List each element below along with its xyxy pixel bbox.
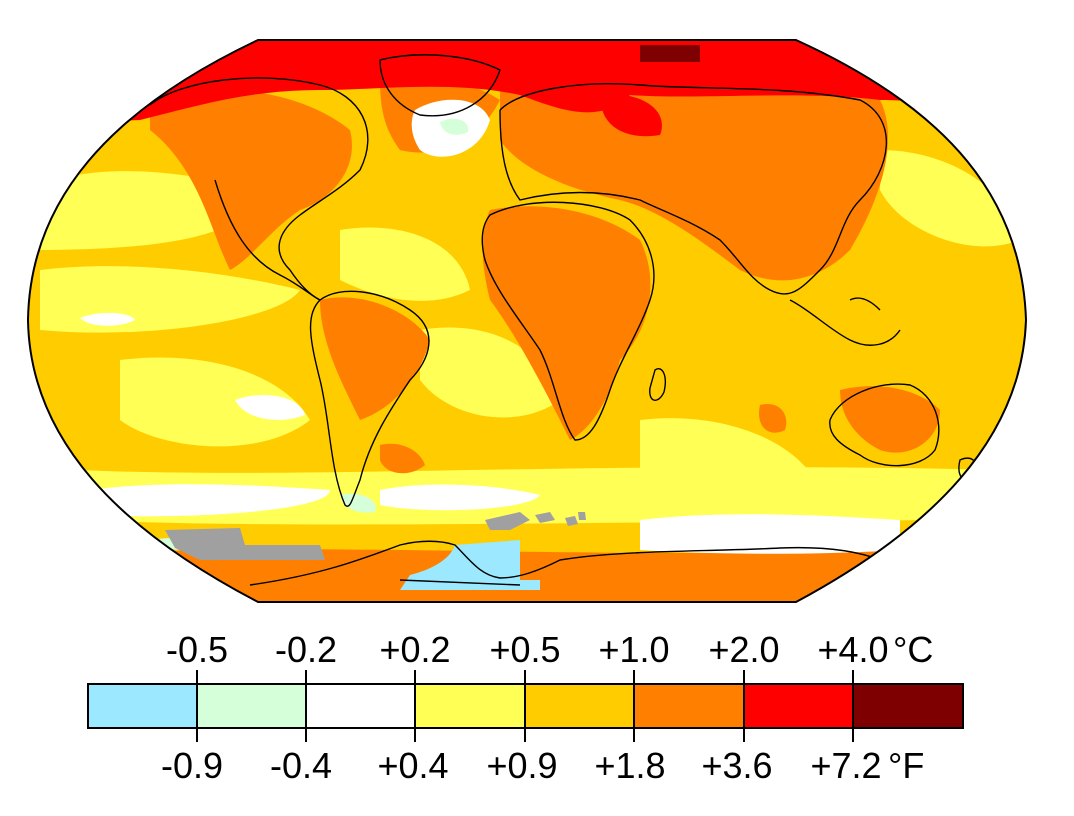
white-south-pacific [235, 395, 305, 420]
white-southern-ocean-west [90, 484, 330, 517]
white-southern-ocean-east [640, 514, 900, 554]
red-siberia-patch [600, 94, 662, 137]
yellow-band-atlantic [340, 227, 470, 301]
nodata-antarctic-mid [485, 512, 530, 530]
coast-central-america [214, 179, 321, 301]
coast-indonesia [789, 297, 901, 346]
coast-north-america [149, 77, 369, 301]
coast-antarctica [249, 540, 881, 586]
coast-madagascar [649, 368, 666, 401]
celsius-tick-label: +4.0 [817, 629, 888, 670]
anomaly-fields [28, 40, 1026, 602]
color-bin [88, 684, 197, 728]
globe-outline [26, 39, 1028, 603]
nodata-antarctic-dots [535, 512, 586, 526]
celsius-labels: -0.5 -0.2 +0.2 +0.5 +1.0 +2.0 +4.0 °C [166, 629, 933, 670]
orange-south-atlantic-patch [380, 443, 425, 474]
fahrenheit-unit-label: °F [888, 745, 924, 786]
coast-europe-asia [499, 83, 887, 295]
celsius-unit-label: °C [893, 629, 933, 670]
green-north-atlantic [440, 118, 469, 135]
color-bin [853, 684, 963, 728]
coast-greenland [379, 54, 501, 117]
fahrenheit-tick-label: -0.4 [270, 745, 332, 786]
celsius-tick-label: +0.2 [379, 629, 450, 670]
orange-southern-band [90, 549, 1000, 602]
white-southern-ocean-mid [380, 484, 540, 511]
temperature-anomaly-map [26, 39, 1028, 603]
coast-africa [481, 201, 655, 441]
color-bin [634, 684, 744, 728]
green-southern-ocean [340, 493, 376, 513]
nodata-antarctic-west [165, 528, 325, 560]
color-bin [306, 684, 415, 728]
yellow-band-south-pacific [120, 357, 310, 447]
coastlines [149, 54, 977, 586]
orange-eurasia [500, 79, 889, 281]
color-scale-legend: -0.5 -0.2 +0.2 +0.5 +1.0 +2.0 +4.0 °C -0… [87, 629, 964, 786]
yellow-band-east-asia [880, 150, 1020, 247]
celsius-tick-label: -0.5 [166, 629, 228, 670]
fahrenheit-tick-label: +3.6 [701, 745, 772, 786]
fahrenheit-tick-label: +1.8 [594, 745, 665, 786]
orange-north-america [150, 90, 352, 270]
coast-south-america [309, 290, 430, 507]
color-bar [87, 670, 964, 742]
orange-africa [482, 206, 651, 440]
orange-australia [840, 386, 940, 453]
fahrenheit-tick-label: -0.9 [161, 745, 223, 786]
yellow-band-southern-ocean [80, 467, 1000, 525]
celsius-tick-label: +2.0 [708, 629, 779, 670]
fahrenheit-tick-label: +0.9 [486, 745, 557, 786]
yellow-band-south-atlantic [420, 327, 560, 418]
white-pacific-blob [80, 312, 135, 326]
bin-dividers [196, 670, 854, 742]
color-bin [744, 684, 853, 728]
orange-indian-patch [759, 404, 787, 433]
fahrenheit-labels: -0.9 -0.4 +0.4 +0.9 +1.8 +3.6 +7.2 °F [161, 745, 924, 786]
coast-australia [829, 383, 940, 467]
celsius-tick-label: -0.2 [275, 629, 337, 670]
color-bin [197, 684, 306, 728]
darkred-siberia [640, 45, 700, 62]
orange-south-america [320, 297, 430, 420]
color-bin [415, 684, 525, 728]
color-bin [525, 684, 634, 728]
red-arctic-band [28, 40, 1026, 125]
celsius-tick-label: +1.0 [598, 629, 669, 670]
fahrenheit-tick-label: +0.4 [377, 745, 448, 786]
celsius-tick-label: +0.5 [489, 629, 560, 670]
fahrenheit-tick-label: +7.2 [810, 745, 881, 786]
